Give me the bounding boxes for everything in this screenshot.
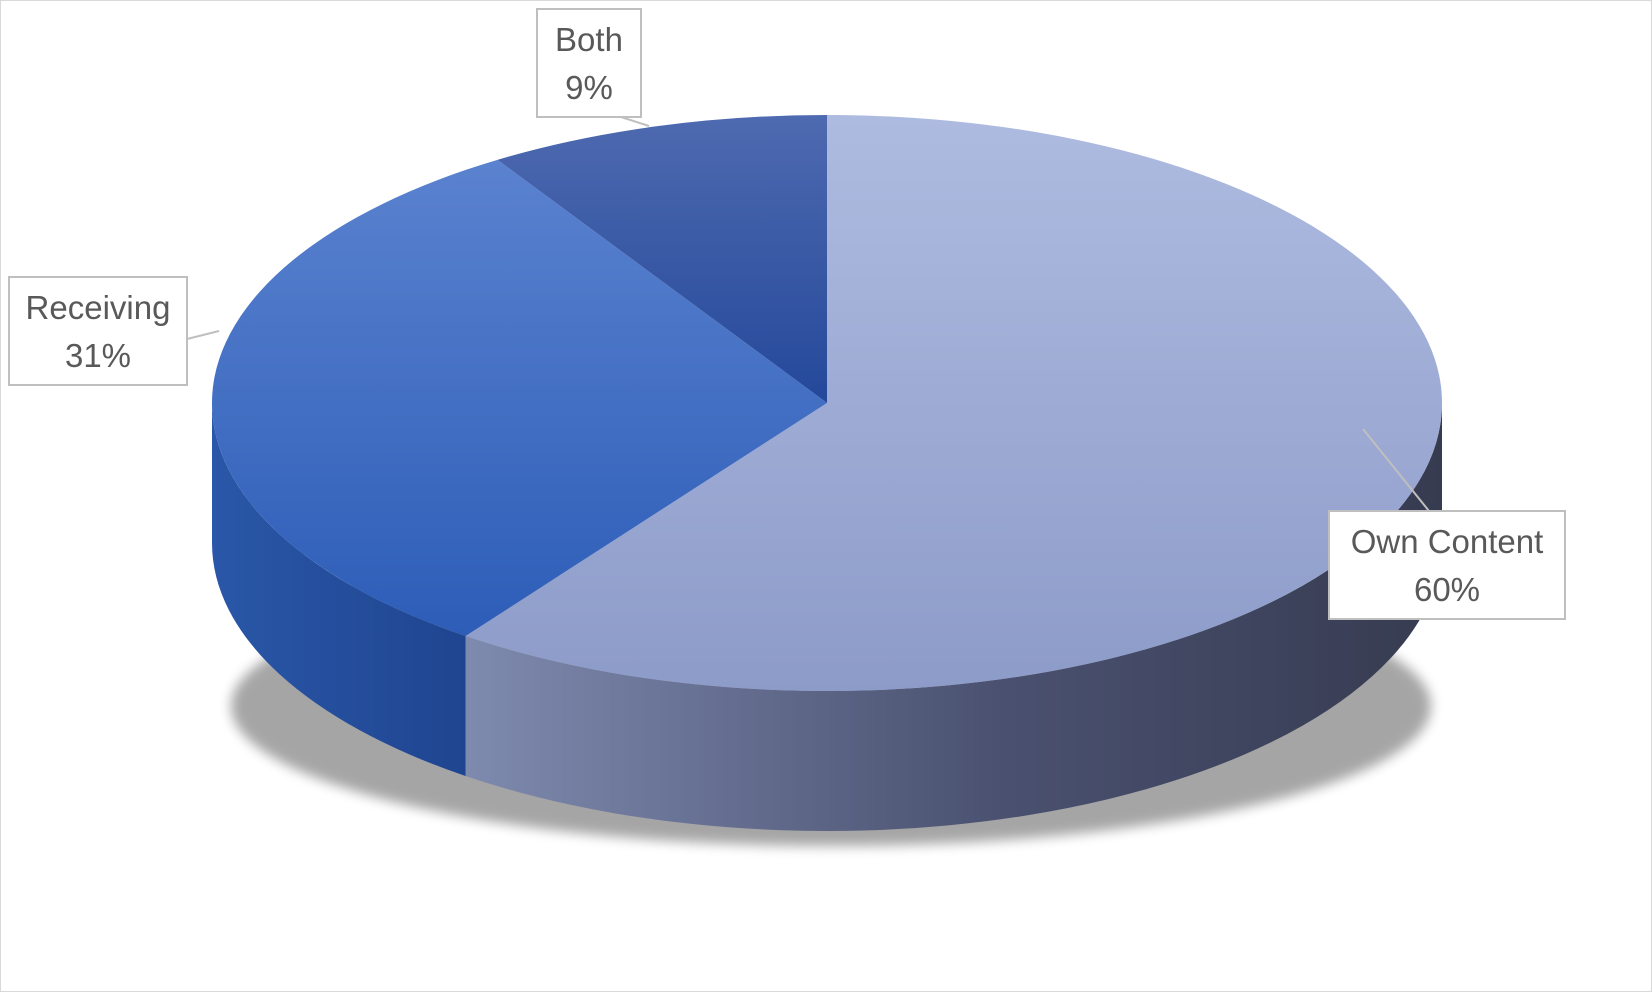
data-label-box [1328,510,1566,620]
pie-side-own-content [465,403,1442,831]
category-label: Own Content [1351,523,1544,560]
data-label-box [8,276,188,386]
value-label: 31% [65,337,131,374]
leader-line-both [620,116,650,127]
leader-line-own-content [1362,428,1430,512]
value-label: 9% [565,69,613,106]
data-label-receiving: Receiving 31% [8,276,188,386]
data-label-box [536,8,642,118]
pie-slice-own-content [465,115,1442,691]
pie-side-receiving [212,403,466,776]
leader-line-receiving [186,330,220,340]
category-label: Both [555,21,623,58]
pie-slice-both [497,115,827,403]
data-label-both: Both 9% [536,8,642,118]
pie-slice-receiving [211,159,827,636]
value-label: 60% [1414,571,1480,608]
category-label: Receiving [26,289,171,326]
data-label-own-content: Own Content 60% [1328,510,1566,620]
